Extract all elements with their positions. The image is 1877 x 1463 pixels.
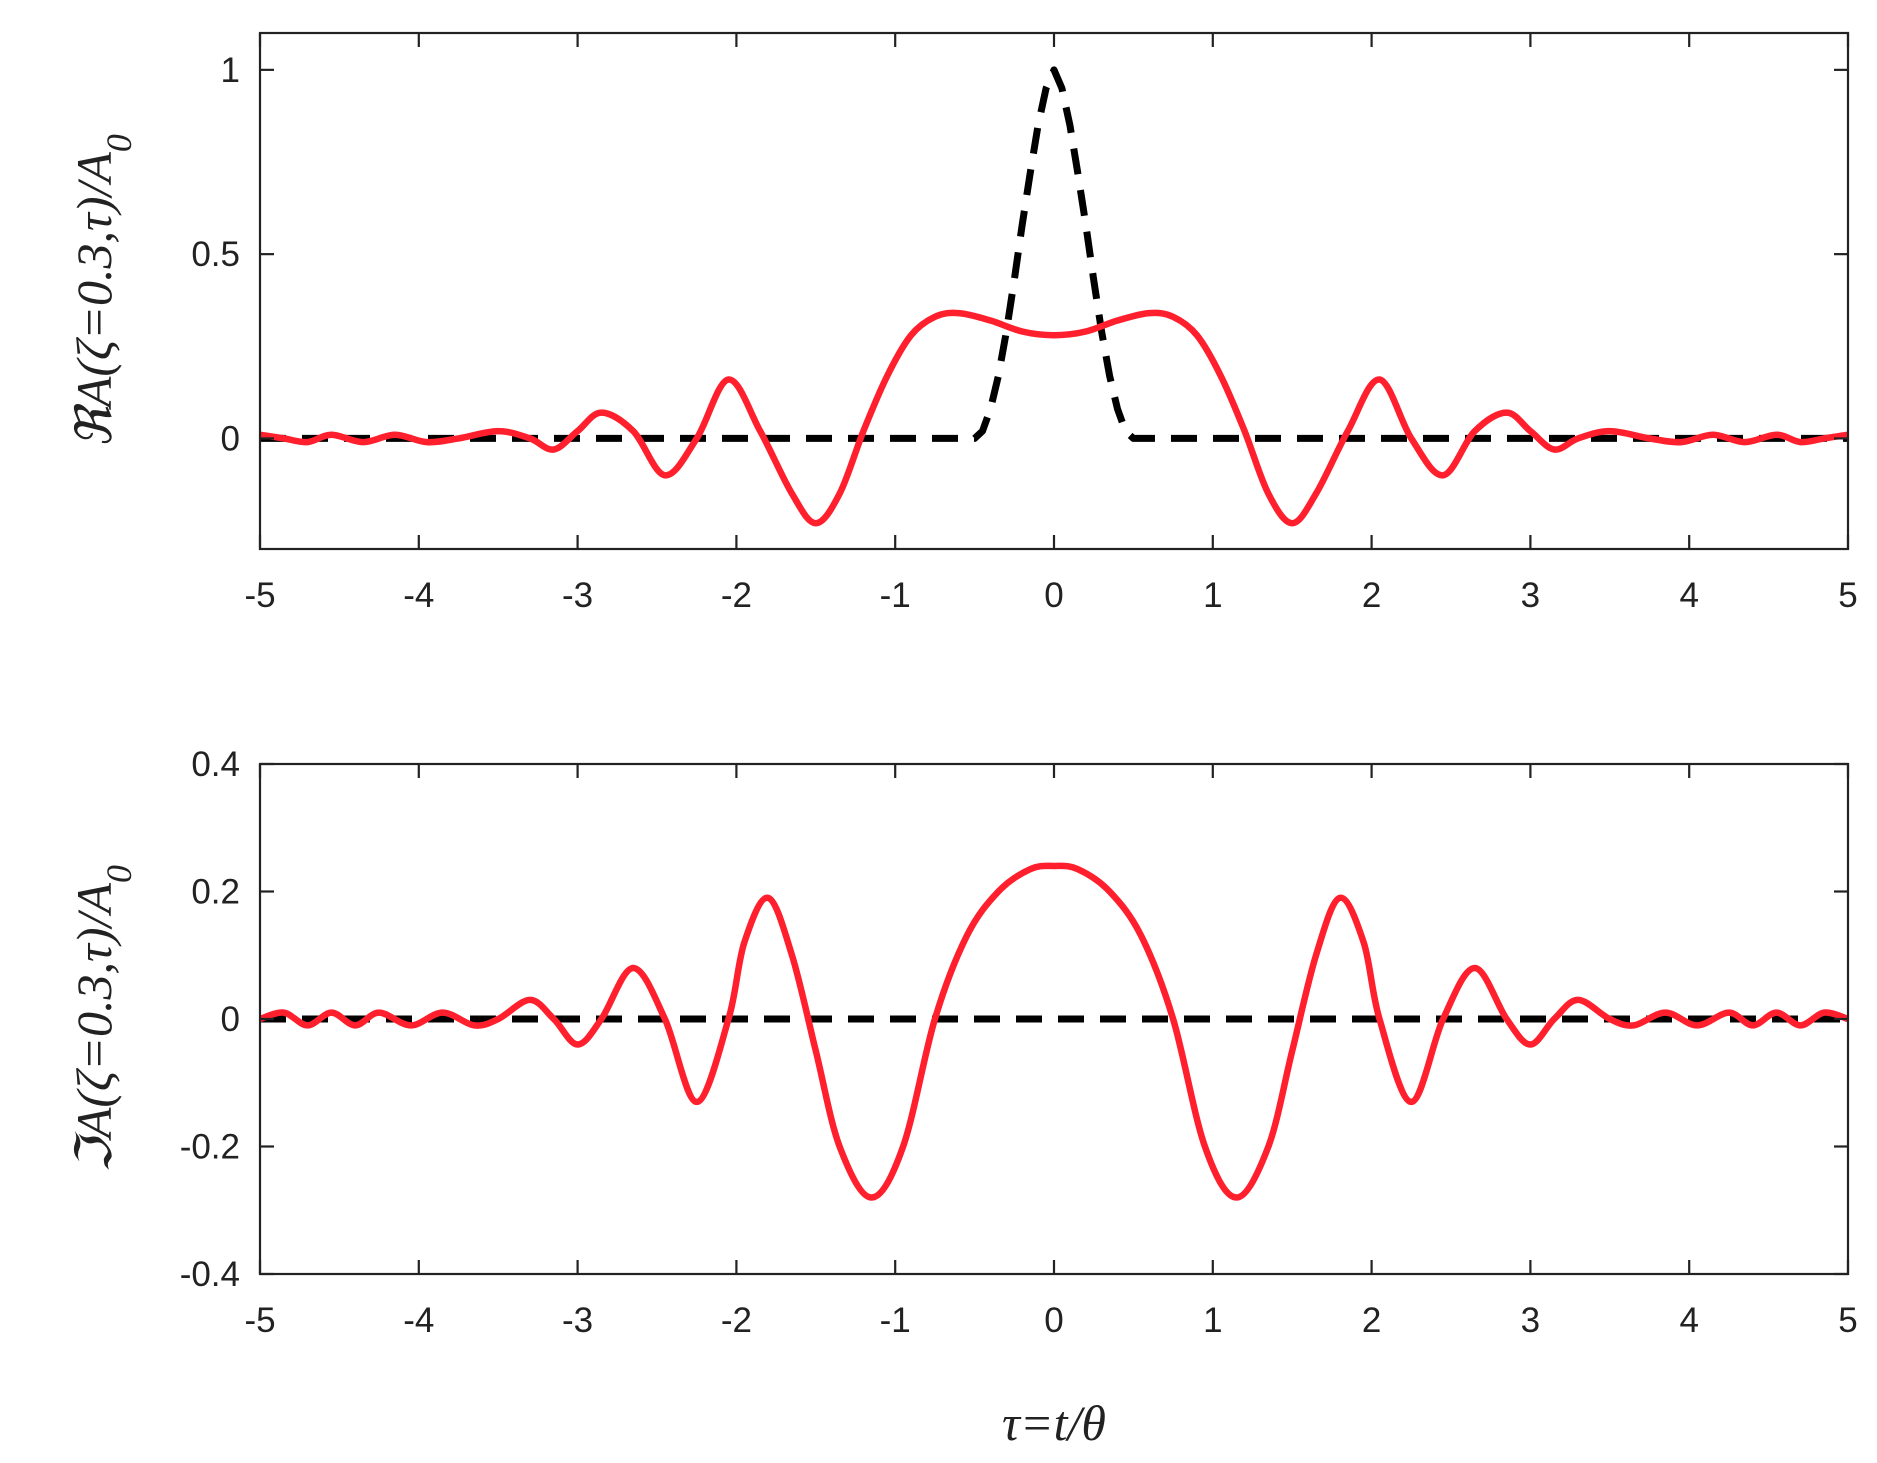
bottom-series-layer bbox=[260, 862, 1848, 1201]
top-x-tick-label: 4 bbox=[1679, 576, 1698, 615]
bottom-x-tick-label: -2 bbox=[721, 1301, 752, 1340]
top-panel-real-part: -5 -4 -3 -2 -1 0 1 2 3 4 5 0 0.5 1 ℜA(ζ=0.3,τ)/A0 bbox=[66, 31, 1858, 615]
bottom-x-tick-label: -5 bbox=[244, 1301, 275, 1340]
bottom-y-tick-label: 0.4 bbox=[191, 745, 240, 784]
bottom-x-tick-label: 0 bbox=[1044, 1301, 1063, 1340]
bottom-x-axis-label: τ=t/θ bbox=[1002, 1395, 1106, 1451]
bottom-y-tick-label: -0.2 bbox=[180, 1128, 240, 1167]
top-x-tick-label: -2 bbox=[721, 576, 752, 615]
bottom-x-tick-label: -4 bbox=[403, 1301, 434, 1340]
top-x-tick-label: -4 bbox=[403, 576, 434, 615]
top-x-tick-label: 2 bbox=[1362, 576, 1381, 615]
top-y-tick-label: 0 bbox=[221, 419, 240, 458]
top-y-tick-label: 0.5 bbox=[191, 235, 240, 274]
bottom-red-solution-curve bbox=[260, 862, 1848, 1201]
bottom-x-tick-label: -1 bbox=[880, 1301, 911, 1340]
bottom-y-axis-label: ℑA(ζ=0.3,τ)/A0 bbox=[66, 865, 139, 1173]
bottom-x-tick-label: -3 bbox=[562, 1301, 593, 1340]
top-x-tick-label: -1 bbox=[880, 576, 911, 615]
top-x-tick-label: 3 bbox=[1521, 576, 1540, 615]
top-x-tick-label: -3 bbox=[562, 576, 593, 615]
bottom-y-tick-label: 0 bbox=[221, 1000, 240, 1039]
top-x-tick-label: 1 bbox=[1203, 576, 1222, 615]
bottom-x-tick-label: 1 bbox=[1203, 1301, 1222, 1340]
top-y-axis-label: ℜA(ζ=0.3,τ)/A0 bbox=[66, 134, 139, 448]
bottom-x-tick-label: 3 bbox=[1521, 1301, 1540, 1340]
bottom-y-tick-label: -0.4 bbox=[180, 1255, 240, 1294]
bottom-x-tick-label: 4 bbox=[1679, 1301, 1698, 1340]
top-red-solution-curve bbox=[260, 309, 1848, 527]
top-x-tick-label: 5 bbox=[1838, 576, 1857, 615]
bottom-panel-imaginary-part: -5 -4 -3 -2 -1 0 1 2 3 4 5 -0.4 -0.2 0 0.2 0.4 ℑA(ζ=0.3… bbox=[66, 745, 1858, 1451]
bottom-y-tick-label: 0.2 bbox=[191, 873, 240, 912]
top-axes-frame bbox=[258, 31, 1850, 551]
top-series-layer bbox=[260, 66, 1848, 527]
bottom-x-tick-label: 5 bbox=[1838, 1301, 1857, 1340]
top-x-tick-label: 0 bbox=[1044, 576, 1063, 615]
top-x-tick-label: -5 bbox=[244, 576, 275, 615]
bottom-x-tick-label: 2 bbox=[1362, 1301, 1381, 1340]
bottom-ticks-layer: -5 -4 -3 -2 -1 0 1 2 3 4 5 -0.4 -0.2 0 0.2 0.4 bbox=[180, 745, 1858, 1340]
top-dashed-reference-line bbox=[260, 66, 1848, 442]
top-y-tick-label: 1 bbox=[221, 51, 240, 90]
top-ticks-layer: -5 -4 -3 -2 -1 0 1 2 3 4 5 0 0.5 1 bbox=[191, 33, 1858, 615]
